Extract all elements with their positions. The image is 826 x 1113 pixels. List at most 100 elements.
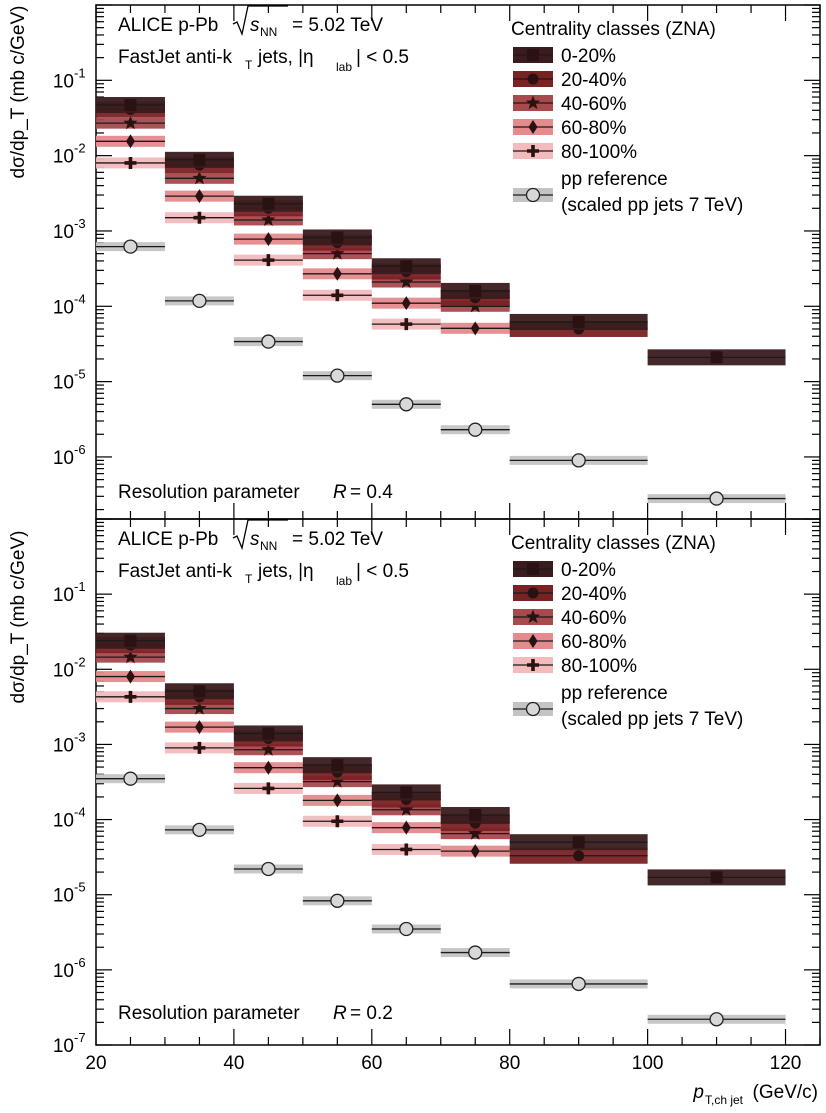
legend-entry: 40-60%: [513, 608, 627, 629]
data-point: [124, 634, 137, 647]
annotation-energy: = 5.02 TeV: [292, 15, 383, 36]
x-tick-label: 80: [499, 1053, 520, 1074]
y-tick-base: 10: [53, 147, 74, 168]
data-point: [709, 1012, 724, 1027]
y-tick-label: 10 -7: [53, 1030, 86, 1057]
legend-entry-pp: pp reference (scaled pp jets 7 TeV): [513, 169, 743, 216]
data-point: [468, 422, 483, 437]
annotation-collision: ALICE p-Pb: [118, 15, 218, 36]
data-point: [399, 802, 414, 816]
eta-sub: lab: [336, 60, 352, 74]
y-tick-exp: -7: [74, 1030, 86, 1045]
sqrt-s: s: [250, 529, 260, 550]
data-point: [194, 189, 204, 204]
legend-label: 20-40%: [561, 584, 627, 605]
y-tick-label: 10 -3: [53, 216, 86, 243]
data-point: [261, 212, 276, 226]
legend-label: 20-40%: [561, 70, 627, 91]
annotation-collision: ALICE p-Pb: [118, 529, 218, 550]
y-tick-label: 10 -6: [53, 955, 86, 982]
y-tick-label: 10 -4: [53, 291, 86, 318]
data-point: [124, 99, 137, 112]
data-point: [469, 284, 482, 297]
y-tick-exp: -6: [74, 955, 86, 970]
y-axis-title: dσ/dp_T (mb c/GeV): [8, 531, 29, 704]
data-point: [571, 976, 586, 992]
legend-marker: [527, 49, 539, 61]
y-tick-label: 10 -1: [53, 65, 86, 92]
data-point: [400, 318, 413, 331]
data-point: [469, 809, 482, 822]
series-0-20-: [96, 632, 786, 886]
legend-label: 0-20%: [561, 560, 616, 581]
resolution-label: Resolution parameter: [118, 1003, 300, 1024]
panel-r02: 10-710-610-510-410-310-210 -120 40 60 80 100 1…: [8, 518, 821, 1074]
data-point: [193, 153, 206, 166]
data-point: [400, 260, 413, 273]
data-point: [572, 315, 585, 328]
legend-entry: 0-20%: [513, 560, 616, 581]
y-tick-base: 10: [53, 448, 74, 469]
y-tick-label: 10 -6: [53, 442, 86, 469]
x-tick-label: 100: [632, 1053, 664, 1074]
y-tick-exp: -3: [74, 729, 86, 744]
resolution-value: = 0.4: [350, 482, 393, 503]
data-point: [331, 231, 344, 244]
y-tick-label: 10 -5: [53, 367, 86, 394]
legend-marker: [528, 120, 538, 134]
data-point: [331, 815, 344, 828]
y-ticks: [96, 518, 820, 1046]
kt-sub: T: [245, 572, 253, 586]
x-tick-label: 40: [223, 1053, 244, 1074]
y-tick-exp: -1: [74, 579, 86, 594]
sqrt-snn-symbol: s NN: [232, 519, 288, 553]
data-point: [262, 254, 275, 267]
data-point: [123, 239, 138, 254]
data-point: [193, 685, 206, 698]
data-point: [123, 649, 138, 664]
legend-entry: 60-80%: [513, 632, 627, 653]
data-point: [192, 293, 207, 309]
legend: Centrality classes (ZNA) 0-20% 20-40% 40-60…: [511, 19, 743, 216]
y-tick-exp: -2: [74, 141, 86, 156]
y-tick-base: 10: [53, 373, 74, 394]
data-point: [470, 321, 480, 336]
y-tick-exp: -2: [74, 654, 86, 669]
data-point: [262, 197, 275, 210]
annotation-jets: FastJet anti-k: [118, 47, 233, 68]
sqrt-sub: NN: [260, 539, 277, 553]
data-point: [399, 397, 414, 412]
legend-entry: 20-40%: [513, 70, 627, 91]
legend: Centrality classes (ZNA) 0-20% 20-40% 40-60…: [511, 533, 743, 730]
legend-label: 0-20%: [561, 46, 616, 67]
series-80-100-: [96, 690, 441, 856]
legend-entry: 80-100%: [513, 656, 637, 677]
y-tick-base: 10: [53, 297, 74, 318]
data-point: [573, 850, 585, 862]
data-point: [193, 741, 206, 754]
legend-entry: 20-40%: [513, 584, 627, 605]
legend-entry: 60-80%: [513, 118, 627, 139]
data-point: [261, 861, 276, 877]
legend-pp-sublabel: (scaled pp jets 7 TeV): [561, 709, 743, 730]
data-point: [262, 782, 275, 795]
data-point: [710, 871, 723, 884]
series-60-80-: [96, 669, 510, 859]
x-axis-title-main: p: [692, 1082, 704, 1103]
data-point: [330, 893, 345, 908]
data-point: [709, 491, 724, 506]
legend-entry: 40-60%: [513, 94, 627, 115]
resolution-value: = 0.2: [350, 1003, 393, 1024]
x-ticks: [95, 5, 821, 519]
y-axis-title: dσ/dp_T (mb c/GeV): [8, 6, 29, 179]
data-point: [123, 771, 138, 786]
y-tick-base: 10: [53, 71, 74, 92]
series-80-100-: [96, 156, 441, 331]
resolution-symbol: R: [333, 482, 347, 503]
data-point: [193, 211, 206, 224]
y-tick-label: 10 -1: [53, 579, 86, 606]
legend-label: 80-100%: [561, 656, 637, 677]
